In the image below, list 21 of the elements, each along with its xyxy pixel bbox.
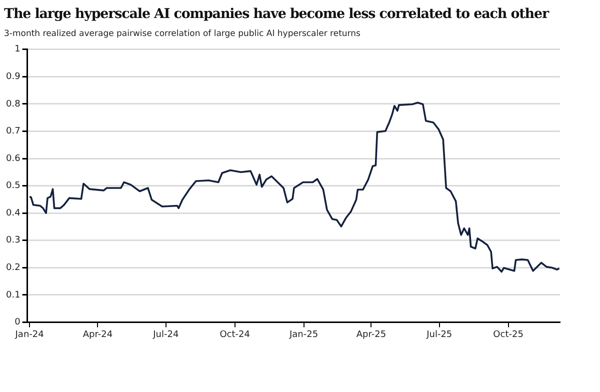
x-tick-label: Jul-24: [152, 330, 179, 340]
y-tick-label: 0.1: [6, 290, 20, 300]
y-tick-label: 0.5: [6, 181, 20, 192]
x-tick-label: Jan-24: [14, 330, 44, 340]
x-tick-label: Apr-25: [356, 330, 386, 340]
x-tick-label: Jul-25: [426, 330, 452, 340]
x-tick-label: Apr-24: [82, 330, 113, 340]
y-tick-label: 0: [14, 318, 21, 328]
y-tick-label: 0.9: [6, 72, 21, 82]
x-tick-label: Jan-25: [288, 330, 318, 340]
chart-title: The large hyperscale AI companies have become less correlated to each other: [4, 6, 548, 22]
y-tick-label: 0.6: [6, 154, 21, 164]
y-tick-label: 0.8: [6, 99, 21, 110]
y-tick-label: 1: [14, 44, 20, 55]
y-tick-label: 0.4: [6, 208, 21, 218]
chart-subtitle: 3-month realized average pairwise correlation of large public AI hyperscaler returns: [4, 29, 360, 39]
x-tick-label: Oct-24: [220, 330, 250, 340]
x-tick-label: Oct-25: [493, 330, 524, 340]
y-tick-label: 0.7: [6, 126, 20, 137]
y-tick-label: 0.2: [6, 262, 20, 273]
y-tick-label: 0.3: [6, 236, 20, 246]
